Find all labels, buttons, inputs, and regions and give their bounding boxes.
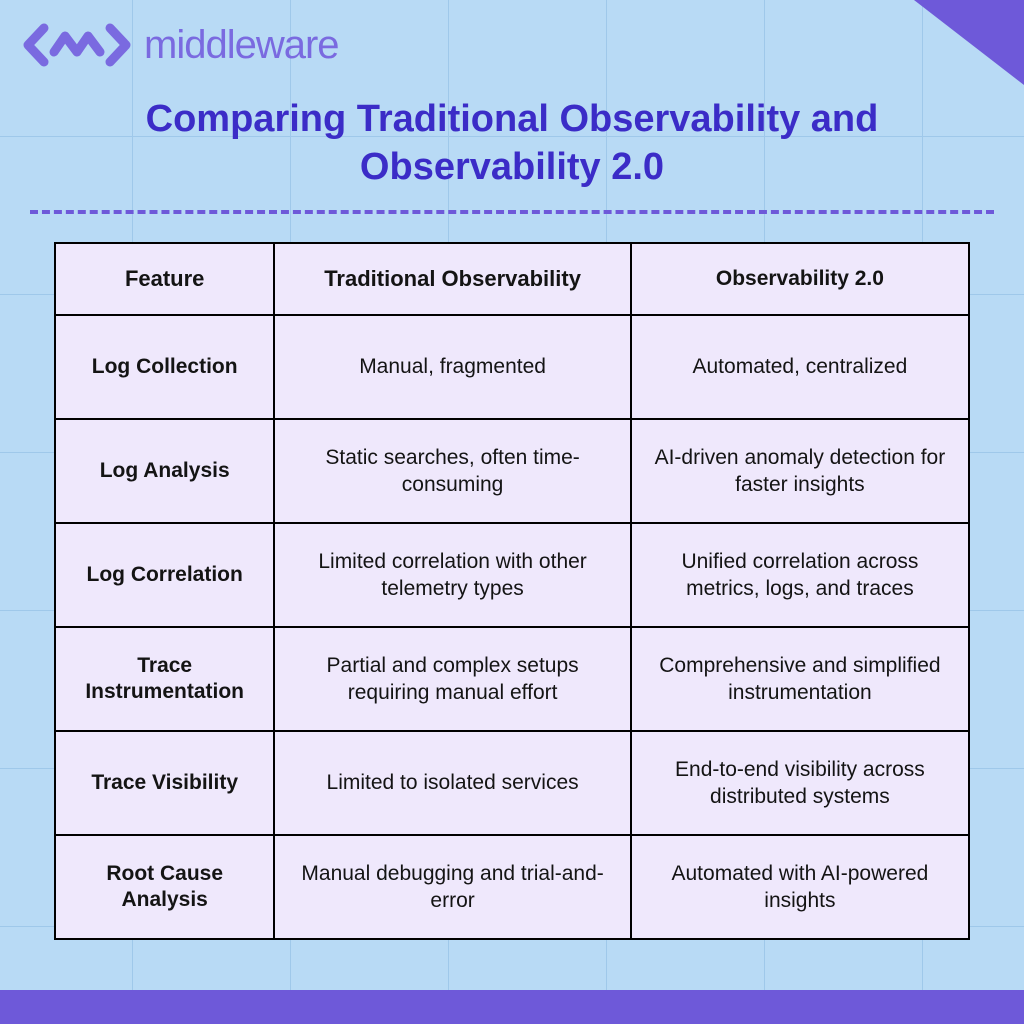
brand-name: middleware — [144, 23, 339, 68]
table-row: Trace Instrumentation Partial and comple… — [55, 627, 969, 731]
traditional-cell: Manual debugging and trial-and-error — [274, 835, 630, 939]
v2-cell: Comprehensive and simplified instrumenta… — [631, 627, 969, 731]
comparison-table: Feature Traditional Observability Observ… — [54, 242, 970, 940]
v2-cell: Automated, centralized — [631, 315, 969, 419]
col-traditional: Traditional Observability — [274, 243, 630, 315]
table-row: Log Collection Manual, fragmented Automa… — [55, 315, 969, 419]
corner-triangle — [914, 0, 1024, 85]
traditional-cell: Limited correlation with other telemetry… — [274, 523, 630, 627]
v2-cell: End-to-end visibility across distributed… — [631, 731, 969, 835]
feature-cell: Root Cause Analysis — [55, 835, 274, 939]
feature-cell: Trace Instrumentation — [55, 627, 274, 731]
v2-cell: Unified correlation across metrics, logs… — [631, 523, 969, 627]
feature-cell: Log Analysis — [55, 419, 274, 523]
dashed-divider — [30, 210, 994, 214]
table-row: Root Cause Analysis Manual debugging and… — [55, 835, 969, 939]
page-title: Comparing Traditional Observability and … — [0, 96, 1024, 191]
traditional-cell: Limited to isolated services — [274, 731, 630, 835]
feature-cell: Trace Visibility — [55, 731, 274, 835]
traditional-cell: Manual, fragmented — [274, 315, 630, 419]
traditional-cell: Static searches, often time-consuming — [274, 419, 630, 523]
col-feature: Feature — [55, 243, 274, 315]
table-row: Trace Visibility Limited to isolated ser… — [55, 731, 969, 835]
v2-cell: Automated with AI-powered insights — [631, 835, 969, 939]
table: Feature Traditional Observability Observ… — [54, 242, 970, 940]
feature-cell: Log Correlation — [55, 523, 274, 627]
feature-cell: Log Collection — [55, 315, 274, 419]
brand-logo: middleware — [22, 22, 339, 68]
table-row: Log Analysis Static searches, often time… — [55, 419, 969, 523]
col-observability-2: Observability 2.0 — [631, 243, 969, 315]
logo-mark-icon — [22, 22, 132, 68]
footer-bar — [0, 990, 1024, 1024]
table-header-row: Feature Traditional Observability Observ… — [55, 243, 969, 315]
traditional-cell: Partial and complex setups requiring man… — [274, 627, 630, 731]
v2-cell: AI-driven anomaly detection for faster i… — [631, 419, 969, 523]
table-row: Log Correlation Limited correlation with… — [55, 523, 969, 627]
